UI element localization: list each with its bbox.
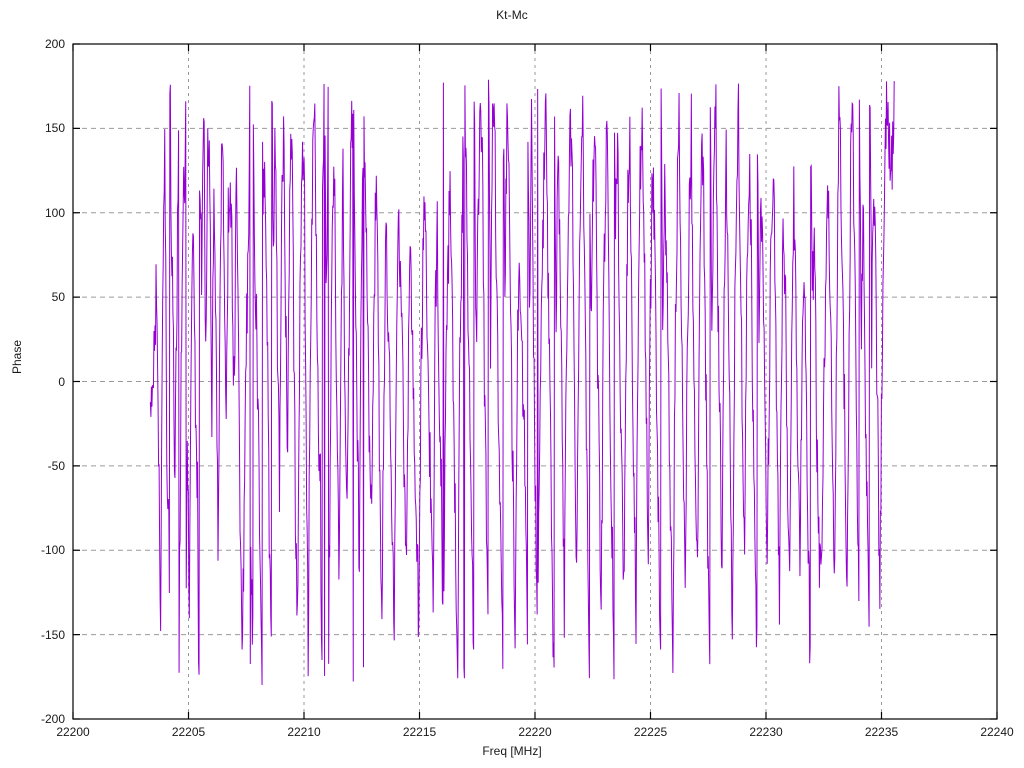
y-tick-label: 200 — [44, 37, 65, 51]
x-tick-label: 22210 — [287, 725, 321, 739]
x-tick-label: 22235 — [864, 725, 899, 739]
chart-title: Kt-Mc — [496, 8, 528, 22]
y-tick-label: -50 — [47, 458, 65, 473]
x-tick-label: 22240 — [980, 725, 1014, 739]
y-tick-label: -150 — [40, 627, 65, 642]
x-tick-label: 22215 — [402, 725, 437, 739]
x-tick-label: 22225 — [633, 725, 668, 739]
y-tick-label: 150 — [44, 121, 65, 136]
y-tick-label: -200 — [40, 712, 65, 726]
x-tick-label: 22230 — [749, 725, 783, 739]
y-tick-label: 50 — [51, 290, 65, 305]
data-series-layer — [149, 79, 895, 686]
x-tick-label: 22200 — [56, 725, 90, 739]
data-series-line — [149, 79, 895, 686]
x-tick-label: 22220 — [518, 725, 552, 739]
y-tick-label: 100 — [44, 205, 65, 220]
x-tick-label: 22205 — [171, 725, 206, 739]
x-axis-label: Freq [MHz] — [482, 744, 542, 758]
y-tick-label: 0 — [58, 374, 65, 389]
y-tick-label: -100 — [40, 543, 65, 558]
plot-frame — [72, 43, 998, 720]
